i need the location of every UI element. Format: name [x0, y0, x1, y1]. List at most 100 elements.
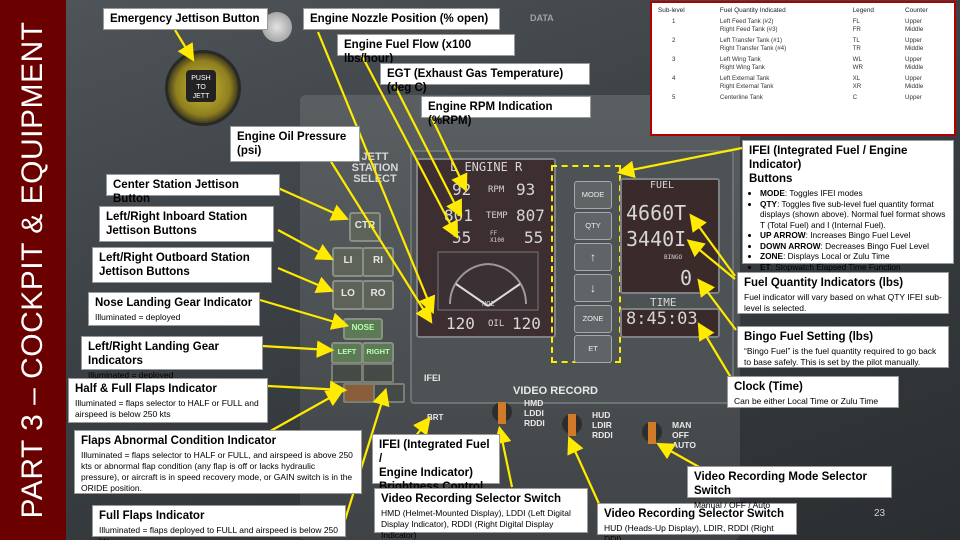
col-fuel-qty: Fuel Quantity Indicated	[719, 7, 786, 14]
callout-desc: Manual / OFF / Auto	[694, 500, 771, 510]
callout-rpm: Engine RPM Indication (%RPM)	[421, 96, 591, 127]
callout-title: Emergency Jettison Button	[110, 13, 260, 25]
callout-title: Flaps Abnormal Condition Indicator	[81, 435, 277, 447]
temp-right: 807	[516, 206, 545, 225]
callout-title: IFEI (Integrated Fuel / Engine Indicator…	[379, 439, 490, 493]
emergency-jettison-knob[interactable]	[165, 50, 241, 126]
page-number: 23	[874, 508, 886, 519]
cell: Left Transfer Tank (#1) Right Transfer T…	[719, 37, 787, 52]
callout-fuel-flow: Engine Fuel Flow (x100 lbs/hour)	[337, 34, 515, 65]
callout-oil-pressure: Engine Oil Pressure (psi)	[230, 126, 360, 162]
callout-video-mode: Video Recording Mode Selector Switch Man…	[687, 466, 892, 510]
callout-video-selector-2: Video Recording Selector Switch HUD (Hea…	[597, 503, 797, 540]
callout-flaps-abnormal: Flaps Abnormal Condition Indicator Illum…	[74, 430, 362, 494]
fuel-quantity-table: Sub-level Fuel Quantity Indicated Legend…	[650, 1, 956, 136]
video-mode-switch[interactable]	[640, 418, 664, 452]
table-row: 3 Left Wing Tank Right Wing Tank WL WR U…	[652, 55, 954, 74]
ifei-label: IFEI	[424, 373, 441, 383]
cell: XL XR	[852, 75, 862, 90]
callout-lr-gear: Left/Right Landing Gear Indicators Illum…	[81, 336, 263, 380]
callout-video-selector-1: Video Recording Selector Switch HMD (Hel…	[374, 488, 588, 540]
callout-title: IFEI (Integrated Fuel / Engine Indicator…	[749, 145, 908, 185]
ifei-qty-button[interactable]: QTY	[574, 212, 612, 240]
time-label: TIME	[650, 296, 677, 309]
ifei-down-arrow-button[interactable]: ↓	[574, 274, 612, 302]
callout-title: Left/Right Outboard Station Jettison But…	[99, 252, 250, 278]
callout-desc: HMD (Helmet-Mounted Display), LDDI (Left…	[381, 508, 571, 540]
bingo-readout: 0	[680, 266, 693, 290]
callout-desc: Fuel indicator will vary based on what Q…	[744, 292, 942, 313]
callout-half-full-flaps: Half & Full Flaps Indicator Illuminated …	[68, 378, 268, 423]
cell: Upper Middle	[905, 18, 924, 33]
oil-label: OIL	[488, 319, 505, 329]
list-item: ZONE: Displays Local or Zulu Time	[760, 251, 947, 262]
callout-title: Full Flaps Indicator	[99, 510, 205, 522]
callout-title: Half & Full Flaps Indicator	[75, 383, 217, 395]
fuel-internal-readout: 3440I	[626, 227, 687, 251]
callout-desc: Can be either Local Time or Zulu Time	[734, 396, 879, 406]
oil-right: 120	[512, 314, 541, 333]
callout-title: Engine Fuel Flow (x100 lbs/hour)	[344, 39, 472, 65]
table-row: 1 Left Feed Tank (#2) Right Feed Tank (#…	[652, 17, 954, 36]
callout-inboard-jettison: Left/Right Inboard Station Jettison Butt…	[99, 206, 274, 242]
rpm-right: 93	[516, 180, 536, 199]
ff-right: 55	[524, 228, 544, 247]
video-selector-switch-1[interactable]	[490, 398, 514, 432]
callout-title: Fuel Quantity Indicators (lbs)	[744, 277, 904, 289]
table-row: 5 Centerline Tank C Upper	[652, 93, 954, 112]
callout-title: Engine Oil Pressure (psi)	[237, 131, 347, 157]
callout-title: Bingo Fuel Setting (lbs)	[744, 331, 874, 343]
cell: Left Feed Tank (#2) Right Feed Tank (#3)	[719, 18, 778, 33]
callout-title: Clock (Time)	[734, 381, 803, 393]
side-bar: PART 3 – COCKPIT & EQUIPMENT	[0, 0, 66, 540]
callout-title: Engine RPM Indication (%RPM)	[428, 101, 553, 127]
callout-clock: Clock (Time) Can be either Local Time or…	[727, 376, 899, 408]
fuel-total-readout: 4660T	[626, 201, 687, 225]
callout-title: Video Recording Mode Selector Switch	[694, 471, 867, 497]
col-legend: Legend	[852, 7, 874, 14]
callout-title: Engine Nozzle Position (% open)	[310, 13, 489, 25]
cell: Upper	[905, 94, 922, 101]
mode-auto: AUTO	[672, 440, 696, 450]
callout-full-flaps: Full Flaps Indicator Illuminated = flaps…	[92, 505, 346, 540]
cell: 4	[672, 75, 676, 82]
switch-2-ldir: LDIR	[592, 420, 612, 430]
list-item: UP ARROW: Increases Bingo Fuel Level	[760, 230, 947, 241]
callout-center-jettison: Center Station Jettison Button	[106, 174, 280, 205]
callout-desc: Illuminated = flaps selector to HALF or …	[75, 398, 259, 419]
video-selector-switch-2[interactable]	[560, 410, 584, 444]
switch-2-rddi: RDDI	[592, 430, 613, 440]
callout-title: Nose Landing Gear Indicator	[95, 297, 253, 309]
top-text-2: DATA	[530, 13, 554, 23]
push-to-jett-label: PUSH TO JETT	[186, 70, 216, 102]
switch-1-hmd: HMD	[524, 398, 544, 408]
callout-emergency-jettison: Emergency Jettison Button	[103, 8, 268, 30]
callout-ifei-brightness: IFEI (Integrated Fuel / Engine Indicator…	[372, 434, 500, 493]
list-item: QTY: Toggles five sub-level fuel quantit…	[760, 199, 947, 231]
ro-jettison-button[interactable]: RO	[362, 280, 394, 310]
cell: 3	[672, 56, 676, 63]
mode-man: MAN	[672, 420, 692, 430]
cell: Left Wing Tank Right Wing Tank	[719, 56, 765, 71]
engine-label: L ENGINE R	[450, 160, 523, 174]
ifei-mode-button[interactable]: MODE	[574, 181, 612, 209]
callout-outboard-jettison: Left/Right Outboard Station Jettison But…	[92, 247, 272, 283]
rpm-label: RPM	[488, 185, 505, 195]
callout-egt: EGT (Exhaust Gas Temperature) (deg C)	[380, 63, 590, 94]
cell: FL FR	[852, 18, 861, 33]
ifei-zone-button[interactable]: ZONE	[574, 305, 612, 333]
fuel-label: FUEL	[650, 180, 675, 191]
cell: Left External Tank Right External Tank	[719, 75, 774, 90]
list-item: MODE: Toggles IFEI modes	[760, 188, 947, 199]
callout-desc: HUD (Heads-Up Display), LDIR, RDDI (Righ…	[604, 523, 774, 540]
callout-title: Left/Right Landing Gear Indicators	[88, 341, 219, 367]
callout-desc: Illuminated = deployed	[88, 370, 174, 380]
ifei-up-arrow-button[interactable]: ↑	[574, 243, 612, 271]
callout-ifei-buttons: IFEI (Integrated Fuel / Engine Indicator…	[742, 140, 954, 272]
callout-fuel-quantity: Fuel Quantity Indicators (lbs) Fuel indi…	[737, 272, 949, 314]
callout-nozzle-position: Engine Nozzle Position (% open)	[303, 8, 500, 30]
callout-nose-gear: Nose Landing Gear Indicator Illuminated …	[88, 292, 260, 326]
ifei-et-button[interactable]: ET	[574, 335, 612, 363]
